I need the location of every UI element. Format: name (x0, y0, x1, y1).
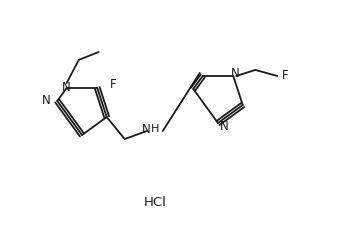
Text: H: H (151, 124, 159, 134)
Text: N: N (231, 67, 240, 80)
Text: N: N (62, 81, 71, 94)
Text: F: F (282, 69, 289, 82)
Text: HCl: HCl (143, 195, 167, 209)
Text: N: N (41, 94, 50, 107)
Text: F: F (110, 79, 117, 91)
Text: N: N (220, 119, 229, 133)
Text: N: N (142, 123, 151, 136)
